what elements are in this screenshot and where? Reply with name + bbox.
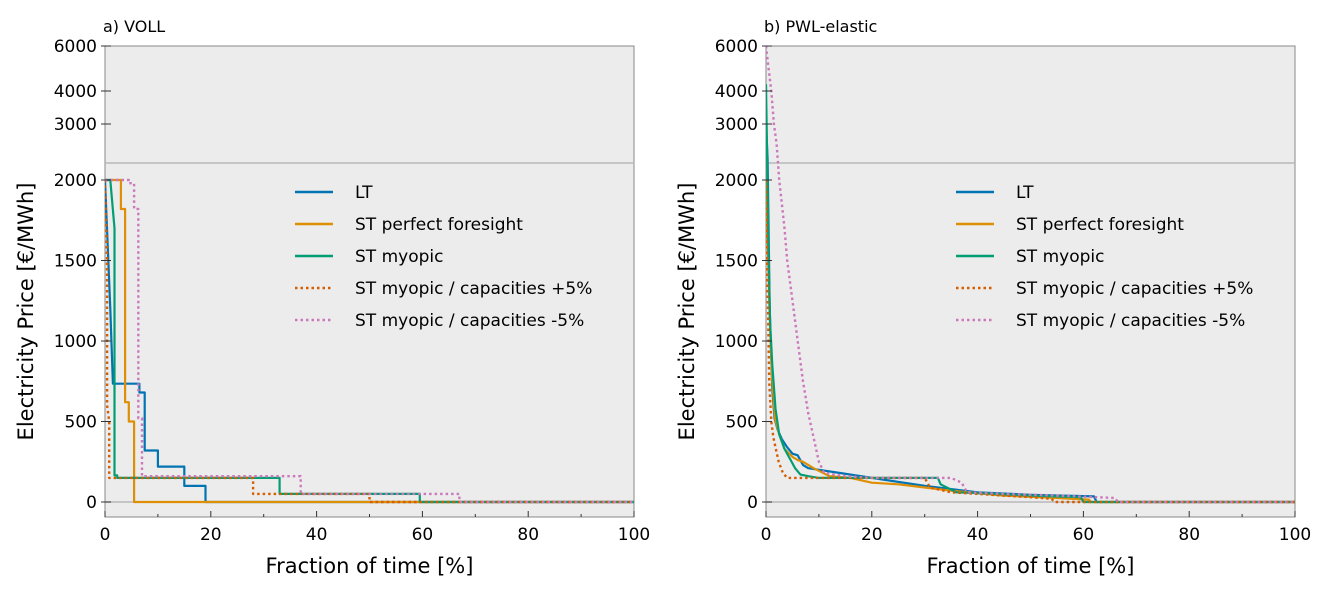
series-line-4 <box>766 46 1295 504</box>
y-tick-label: 3000 <box>54 115 97 135</box>
legend-label-3: ST myopic / capacities +5% <box>355 279 592 299</box>
panel-title: a) VOLL <box>103 17 165 36</box>
x-tick-label: 20 <box>200 525 222 545</box>
y-tick-label: 0 <box>86 493 97 513</box>
legend-label-2: ST myopic <box>355 247 443 267</box>
x-tick-label: 0 <box>100 525 111 545</box>
series-line-3 <box>105 179 634 504</box>
series-line-2 <box>105 178 634 504</box>
y-tick-label: 1500 <box>54 252 97 272</box>
legend-label-2: ST myopic <box>1016 247 1104 267</box>
x-tick-label: 100 <box>1279 525 1311 545</box>
y-axis-label: Electricity Price [€/MWh] <box>14 183 38 441</box>
plot-area <box>104 45 635 518</box>
panel-voll: 0 20 40 60 80 1000500100015002000300040006000… <box>14 17 650 578</box>
x-tick-label: 0 <box>761 525 772 545</box>
y-tick-label: 500 <box>65 413 97 433</box>
y-tick-label: 1000 <box>715 332 758 352</box>
series-group <box>766 46 1295 504</box>
y-tick-label: 6000 <box>715 37 758 57</box>
x-tick-label: 80 <box>517 525 539 545</box>
series-group <box>105 178 634 504</box>
y-tick-label: 6000 <box>54 37 97 57</box>
x-tick-label: 80 <box>1178 525 1200 545</box>
legend-label-1: ST perfect foresight <box>355 215 523 235</box>
y-tick-label: 2000 <box>54 171 97 191</box>
plot-area <box>765 45 1296 518</box>
legend-label-0: LT <box>355 183 373 203</box>
x-tick-label: 20 <box>861 525 883 545</box>
legend-label-4: ST myopic / capacities -5% <box>355 311 584 331</box>
y-tick-label: 4000 <box>54 82 97 102</box>
x-tick-label: 60 <box>412 525 434 545</box>
y-tick-label: 4000 <box>715 82 758 102</box>
panel-title: b) PWL-elastic <box>764 17 877 36</box>
legend-label-1: ST perfect foresight <box>1016 215 1184 235</box>
series-line-1 <box>105 178 634 504</box>
y-tick-label: 1500 <box>715 252 758 272</box>
y-tick-label: 1000 <box>54 332 97 352</box>
x-axis-label: Fraction of time [%] <box>266 554 474 578</box>
x-tick-label: 40 <box>306 525 328 545</box>
y-tick-label: 500 <box>726 413 758 433</box>
panel-pwl-elastic: 0 20 40 60 80 1000500100015002000300040006000… <box>675 17 1311 578</box>
y-axis-label: Electricity Price [€/MWh] <box>675 183 699 441</box>
series-line-3 <box>766 179 1295 504</box>
series-line-0 <box>105 179 634 504</box>
legend: LT ST perfect foresight ST myopic ST myopic… <box>295 183 592 331</box>
x-tick-label: 40 <box>967 525 989 545</box>
legend: LT ST perfect foresight ST myopic ST myopic… <box>956 183 1253 331</box>
y-tick-label: 2000 <box>715 171 758 191</box>
y-tick-label: 3000 <box>715 115 758 135</box>
x-tick-label: 100 <box>618 525 650 545</box>
legend-label-0: LT <box>1016 183 1034 203</box>
legend-label-4: ST myopic / capacities -5% <box>1016 311 1245 331</box>
x-tick-label: 60 <box>1073 525 1095 545</box>
y-tick-label: 0 <box>747 493 758 513</box>
x-axis-label: Fraction of time [%] <box>927 554 1135 578</box>
legend-label-3: ST myopic / capacities +5% <box>1016 279 1253 299</box>
series-line-4 <box>105 178 634 504</box>
